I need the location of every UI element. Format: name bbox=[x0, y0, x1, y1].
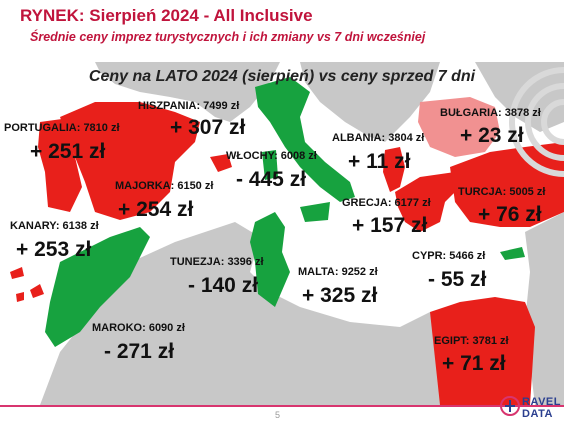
maroko-change: - 271 zł bbox=[104, 340, 175, 363]
country-mallorca bbox=[210, 154, 232, 172]
mediterranean-map bbox=[0, 62, 564, 405]
country-tunisia bbox=[250, 212, 290, 307]
logo-emblem-icon bbox=[500, 396, 520, 416]
country-egypt bbox=[430, 297, 535, 405]
turcja-change: + 76 zł bbox=[478, 203, 542, 226]
turcja-label: TURCJA: 5005 zł bbox=[458, 186, 546, 198]
land-middle-east bbox=[525, 212, 564, 405]
logo-line2: DATA bbox=[522, 408, 553, 420]
majorka-label: MAJORKA: 6150 zł bbox=[115, 180, 214, 192]
page-number: 5 bbox=[275, 410, 281, 420]
logo-line1: RAVEL bbox=[522, 396, 561, 408]
country-morocco bbox=[45, 227, 150, 347]
land-balkans bbox=[300, 62, 440, 142]
egipt-change: + 71 zł bbox=[442, 352, 506, 375]
portugalia-label: PORTUGALIA: 7810 zł bbox=[4, 122, 120, 134]
country-portugal bbox=[38, 119, 82, 212]
footer-divider bbox=[0, 405, 564, 407]
country-italy bbox=[255, 77, 355, 202]
slide-subtitle: Średnie ceny imprez turystycznych i ich … bbox=[30, 30, 426, 44]
portugalia-change: + 251 zł bbox=[30, 140, 106, 163]
maroko-label: MAROKO: 6090 zł bbox=[92, 322, 185, 334]
bulgaria-change: + 23 zł bbox=[460, 124, 524, 147]
country-greece bbox=[395, 172, 460, 232]
country-bulgaria bbox=[418, 97, 500, 157]
map-title: Ceny na LATO 2024 (sierpień) vs ceny spr… bbox=[88, 68, 476, 85]
cypr-change: - 55 zł bbox=[428, 268, 487, 291]
travel-data-logo: RAVEL DATA bbox=[500, 392, 562, 422]
country-sicily bbox=[300, 202, 330, 222]
kanary-label: KANARY: 6138 zł bbox=[10, 220, 99, 232]
grecja-change: + 157 zł bbox=[352, 214, 428, 237]
country-sardinia bbox=[262, 150, 278, 180]
wlochy-label: WŁOCHY: 6008 zł bbox=[226, 150, 317, 162]
cypr-label: CYPR: 5466 zł bbox=[412, 250, 486, 262]
grecja-label: GRECJA: 6177 zł bbox=[342, 197, 431, 209]
hiszpania-label: HISZPANIA: 7499 zł bbox=[138, 100, 240, 112]
malta-label: MALTA: 9252 zł bbox=[298, 266, 378, 278]
albania-change: + 11 zł bbox=[348, 150, 411, 173]
land-north-africa bbox=[40, 222, 450, 405]
kanary-change: + 253 zł bbox=[16, 238, 92, 261]
majorka-change: + 254 zł bbox=[118, 198, 194, 221]
country-canary-islands bbox=[10, 267, 44, 302]
country-cyprus bbox=[500, 247, 525, 260]
albania-label: ALBANIA: 3804 zł bbox=[332, 132, 425, 144]
country-albania bbox=[383, 147, 405, 192]
country-spain bbox=[60, 102, 200, 220]
wlochy-change: - 445 zł bbox=[236, 168, 307, 191]
malta-change: + 325 zł bbox=[302, 284, 378, 307]
land-france bbox=[95, 62, 280, 122]
slide-title: RYNEK: Sierpień 2024 - All Inclusive bbox=[20, 6, 313, 25]
tunezja-change: - 140 zł bbox=[188, 274, 259, 297]
tunezja-label: TUNEZJA: 3396 zł bbox=[170, 256, 264, 268]
hiszpania-change: + 307 zł bbox=[170, 116, 246, 139]
egipt-label: EGIPT: 3781 zł bbox=[434, 335, 509, 347]
decorative-arcs bbox=[509, 67, 564, 177]
bulgaria-label: BUŁGARIA: 3878 zł bbox=[440, 107, 541, 119]
